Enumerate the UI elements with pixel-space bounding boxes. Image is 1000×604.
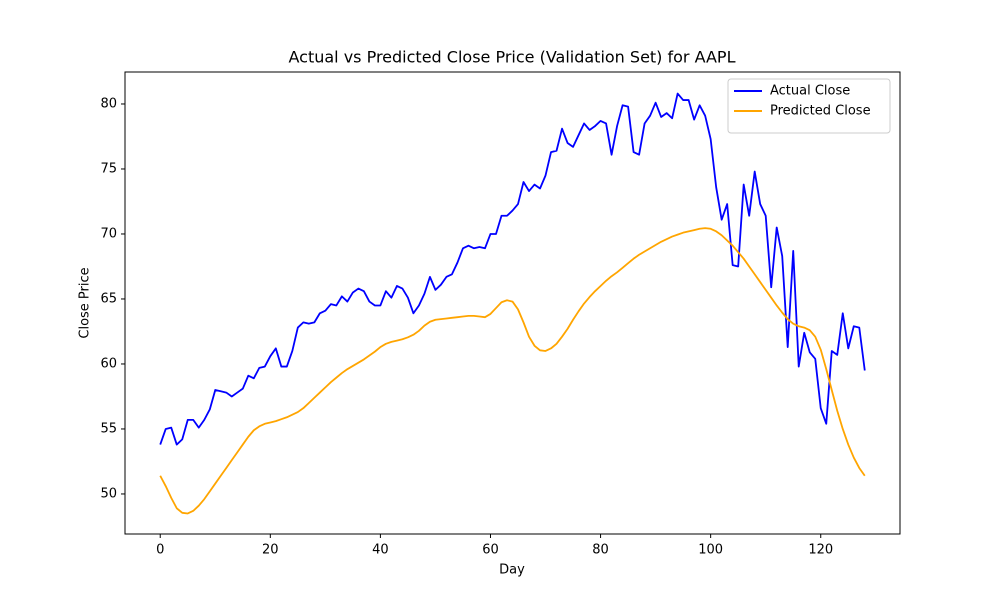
legend-label: Actual Close [770, 84, 850, 99]
x-tick-label: 20 [262, 543, 279, 558]
chart-title: Actual vs Predicted Close Price (Validat… [288, 48, 735, 67]
y-tick-label: 70 [100, 226, 117, 241]
x-tick-label: 100 [698, 543, 723, 558]
x-tick-label: 80 [592, 543, 609, 558]
y-tick-label: 80 [100, 96, 117, 111]
y-axis-label: Close Price [78, 267, 93, 338]
x-tick-label: 60 [482, 543, 499, 558]
plot-frame [124, 71, 901, 535]
y-tick-label: 55 [100, 421, 117, 436]
data-line [159, 92, 866, 446]
x-axis-label: Day [499, 563, 525, 578]
y-tick-label: 60 [100, 356, 117, 371]
data-line [159, 227, 866, 515]
x-tick-label: 40 [372, 543, 389, 558]
x-tick-label: 120 [808, 543, 833, 558]
x-tick-label: 0 [156, 543, 164, 558]
legend-label: Predicted Close [770, 104, 871, 119]
y-tick-label: 75 [100, 161, 117, 176]
legend-box [727, 78, 891, 134]
y-tick-label: 50 [100, 486, 117, 501]
y-tick-label: 65 [100, 291, 117, 306]
